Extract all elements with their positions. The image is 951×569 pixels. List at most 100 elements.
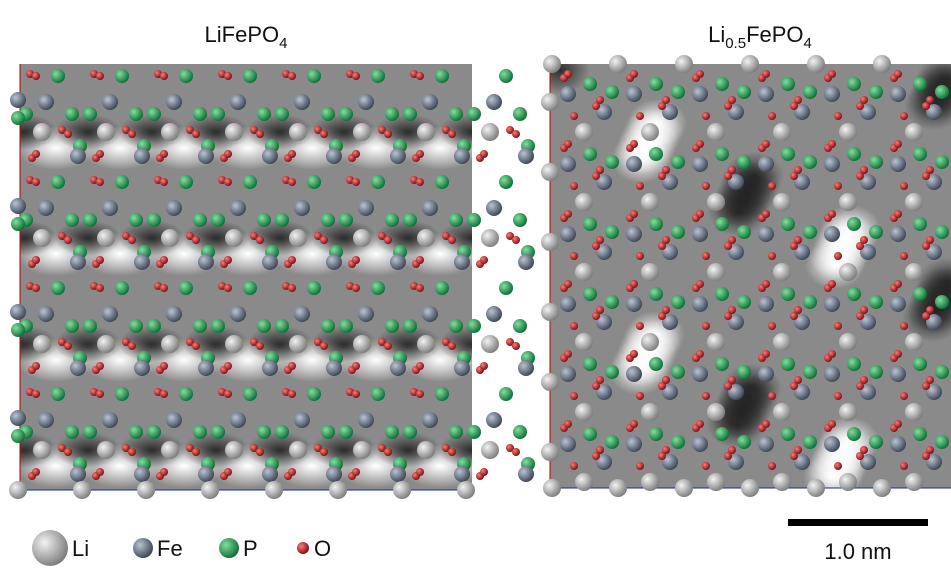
atom-o xyxy=(352,178,360,186)
atom-p xyxy=(715,77,729,91)
atom-fe xyxy=(890,366,906,382)
atom-fe xyxy=(422,306,438,322)
atom-p xyxy=(51,387,65,401)
atom-o xyxy=(288,256,296,264)
atom-o xyxy=(768,112,776,120)
atom-fe xyxy=(134,254,150,270)
atom-li xyxy=(481,123,499,141)
atom-li xyxy=(905,123,923,141)
atom-li xyxy=(541,233,559,251)
atom-o xyxy=(564,420,572,428)
atom-o xyxy=(834,322,842,330)
atom-o xyxy=(256,342,264,350)
atom-fe xyxy=(10,198,26,214)
atom-p xyxy=(449,425,463,439)
atom-li xyxy=(905,263,923,281)
scale-bar xyxy=(788,519,928,526)
atom-li xyxy=(575,333,593,351)
atom-li xyxy=(33,441,51,459)
atom-o xyxy=(570,322,578,330)
atom-fe xyxy=(560,156,576,172)
atom-o xyxy=(160,468,168,476)
atom-p xyxy=(147,319,161,333)
atom-o xyxy=(64,130,72,138)
atom-o xyxy=(32,390,40,398)
atom-o xyxy=(696,140,704,148)
atom-li xyxy=(225,123,243,141)
atom-p xyxy=(257,107,271,121)
atom-li xyxy=(417,335,435,353)
atom-p xyxy=(803,155,817,169)
atom-fe xyxy=(70,466,86,482)
atom-o xyxy=(768,252,776,260)
atom-o xyxy=(900,392,908,400)
atom-fe xyxy=(692,366,708,382)
atom-li xyxy=(481,335,499,353)
atom-p xyxy=(65,425,79,439)
atom-fe xyxy=(294,306,310,322)
atom-p xyxy=(869,225,883,239)
atom-o xyxy=(96,178,104,186)
atom-p xyxy=(715,287,729,301)
atom-p xyxy=(847,427,861,441)
atom-li xyxy=(609,479,627,497)
atom-o xyxy=(630,140,638,148)
atom-p xyxy=(499,281,513,295)
legend-label: O xyxy=(314,536,331,561)
atom-fe xyxy=(486,306,502,322)
atom-p xyxy=(449,319,463,333)
atom-p xyxy=(649,287,663,301)
atom-fe xyxy=(692,436,708,452)
atom-fe xyxy=(486,94,502,110)
atom-o xyxy=(794,166,802,174)
atom-fe xyxy=(390,466,406,482)
atom-fe xyxy=(560,86,576,102)
atom-p xyxy=(435,281,449,295)
atom-p xyxy=(913,217,927,231)
atom-o xyxy=(64,342,72,350)
atom-li xyxy=(541,163,559,181)
atom-fe xyxy=(692,226,708,242)
atom-li xyxy=(807,479,825,497)
atom-li xyxy=(393,481,411,499)
atom-li xyxy=(417,441,435,459)
atom-li xyxy=(353,229,371,247)
atom-p xyxy=(11,111,25,125)
atom-o xyxy=(96,362,104,370)
atom-o xyxy=(64,236,72,244)
atom-o xyxy=(630,210,638,218)
atom-o xyxy=(894,140,902,148)
atom-o xyxy=(352,362,360,370)
atom-p xyxy=(583,357,597,371)
legend-li xyxy=(32,530,68,566)
atom-o xyxy=(288,390,296,398)
atom-li xyxy=(873,55,891,73)
atom-fe xyxy=(38,94,54,110)
atom-p xyxy=(913,357,927,371)
atom-li xyxy=(137,481,155,499)
atom-fe xyxy=(262,466,278,482)
atom-p xyxy=(129,425,143,439)
atom-p xyxy=(913,147,927,161)
atom-o xyxy=(224,256,232,264)
atom-p xyxy=(781,147,795,161)
atom-o xyxy=(900,462,908,470)
atom-fe xyxy=(326,466,342,482)
atom-fe xyxy=(38,412,54,428)
atom-o xyxy=(768,462,776,470)
atom-p xyxy=(321,107,335,121)
atom-p xyxy=(147,425,161,439)
atom-o xyxy=(894,420,902,428)
atom-o xyxy=(662,446,670,454)
atom-p xyxy=(179,387,193,401)
atom-p xyxy=(935,295,949,309)
atom-li xyxy=(641,123,659,141)
atom-p xyxy=(935,365,949,379)
atom-o xyxy=(794,306,802,314)
atom-o xyxy=(448,342,456,350)
atom-p xyxy=(499,69,513,83)
atom-p xyxy=(243,175,257,189)
atom-fe xyxy=(560,226,576,242)
atom-p xyxy=(83,319,97,333)
atom-p xyxy=(649,77,663,91)
